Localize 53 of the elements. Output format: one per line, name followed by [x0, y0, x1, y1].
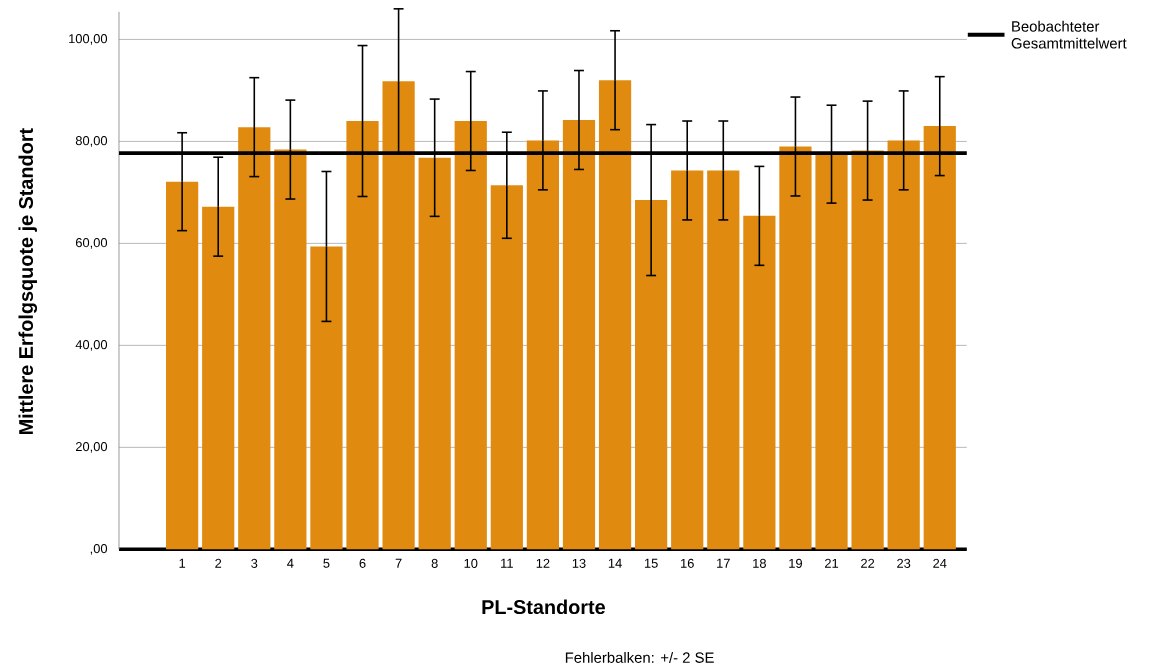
bar [310, 246, 343, 550]
bar [418, 157, 451, 550]
bar [238, 126, 271, 550]
x-tick-label: 3 [251, 558, 258, 568]
x-tick-label: 16 [681, 558, 694, 568]
y-tick-label: 100,00 [69, 33, 108, 45]
x-tick-label: 11 [501, 558, 513, 568]
bar [526, 140, 560, 550]
bar [454, 120, 487, 550]
bar [635, 199, 668, 550]
x-axis-title: PL-Standorte [482, 599, 605, 614]
bar [202, 206, 235, 550]
x-tick-label: 12 [536, 558, 550, 568]
bar [598, 80, 632, 550]
bar [923, 125, 956, 550]
x-tick-label: 24 [933, 558, 947, 568]
bar [490, 185, 523, 550]
x-tick-label: 2 [215, 558, 222, 568]
x-tick-label: 19 [789, 558, 802, 568]
bar [274, 149, 307, 550]
x-tick-label: 5 [323, 558, 330, 568]
bar [382, 81, 415, 550]
y-tick-label: 80,00 [75, 135, 108, 147]
bar [707, 170, 740, 550]
bar [166, 181, 199, 550]
legend-label: Beobachteter Gesamtmittelwert [1011, 20, 1127, 49]
bar [671, 170, 704, 550]
x-tick-label: 1 [179, 558, 186, 568]
x-tick-label: 4 [287, 558, 294, 568]
text: Fehlerbalken: +/- 2 SE [565, 651, 714, 663]
bar [346, 120, 379, 550]
bar [562, 119, 596, 550]
bar [779, 146, 812, 550]
x-tick-label: 17 [717, 558, 730, 568]
y-tick-label: 20,00 [75, 441, 108, 453]
x-tick-label: 7 [395, 558, 402, 568]
y-tick-label: ,00 [90, 543, 108, 555]
y-tick-label: 60,00 [75, 237, 108, 249]
x-tick-label: 8 [431, 558, 438, 568]
x-tick-label: 6 [359, 558, 366, 568]
bar [815, 153, 848, 550]
bar [743, 215, 776, 550]
x-tick-label: 21 [825, 558, 839, 568]
y-tick-label: 40,00 [75, 339, 108, 351]
x-tick-label: 15 [644, 558, 658, 568]
x-tick-label: 22 [861, 558, 875, 568]
x-tick-label: 14 [608, 558, 622, 568]
bar [887, 140, 920, 550]
x-tick-label: 13 [572, 558, 586, 568]
x-tick-label: 18 [753, 558, 766, 568]
y-axis-title: Mittlere Erfolgsquote je Standort [18, 127, 38, 434]
x-tick-label: 23 [897, 558, 911, 568]
x-tick-label: 10 [464, 558, 478, 568]
